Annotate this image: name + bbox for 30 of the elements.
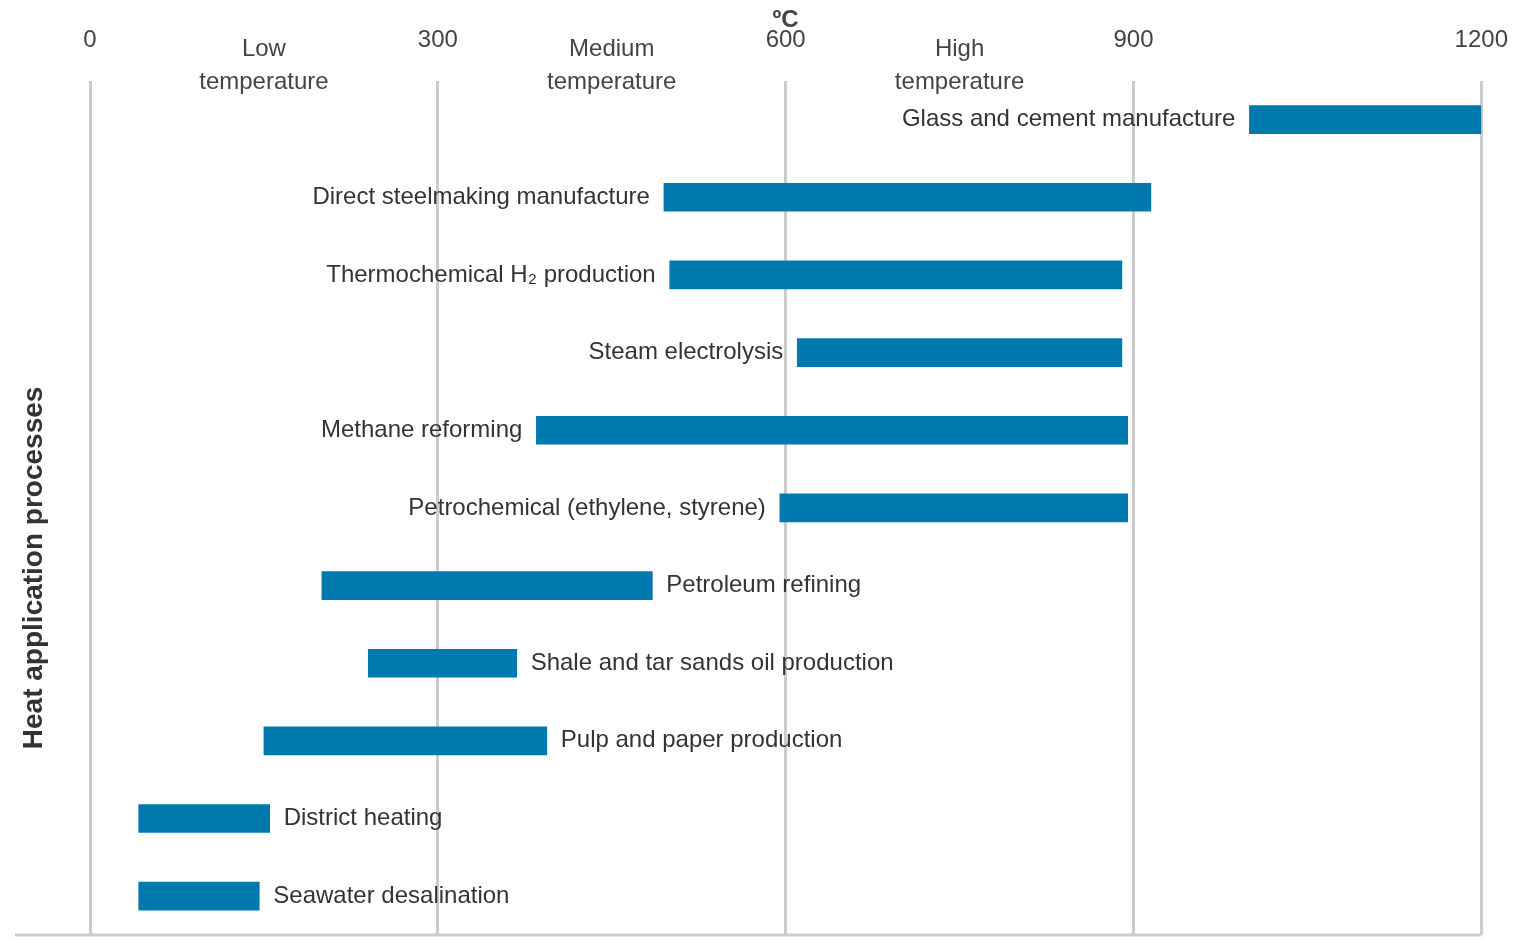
y-tick-label: Thermochemical H₂ production <box>326 259 656 287</box>
bar <box>138 804 271 833</box>
bar <box>796 338 1123 367</box>
y-tick-label: Petroleum refining <box>666 570 862 598</box>
y-tick-label: Direct steelmaking manufacture <box>312 181 650 209</box>
annotation: High temperature <box>894 33 1025 94</box>
bar <box>321 571 653 600</box>
bar <box>138 881 260 911</box>
bar <box>263 726 548 756</box>
y-tick-label: Shale and tar sands oil production <box>530 647 894 675</box>
x-tick-label: 1200 <box>1454 25 1508 53</box>
bar <box>1249 105 1482 134</box>
bar <box>663 182 1152 212</box>
y-tick-label: Pulp and paper production <box>560 725 843 753</box>
y-tick-label: Steam electrolysis <box>588 337 784 365</box>
bar <box>779 493 1129 523</box>
y-axis-title: Heat application processes <box>16 386 48 750</box>
bar <box>669 260 1123 290</box>
annotation: Low temperature <box>199 33 329 94</box>
y-tick-label: Glass and cement manufacture <box>901 104 1236 132</box>
bar <box>367 648 517 678</box>
y-tick-label: Petrochemical (ethylene, styrene) <box>408 492 766 520</box>
x-tick-label: 0 <box>83 25 97 53</box>
x-tick-label: 300 <box>417 25 458 53</box>
x-tick-label: 900 <box>1113 25 1154 53</box>
annotation: Medium temperature <box>547 33 677 94</box>
y-tick-label: District heating <box>283 803 443 831</box>
bar <box>536 415 1129 445</box>
y-tick-label: Methane reforming <box>320 414 523 442</box>
y-tick-label: Seawater desalination <box>273 880 510 908</box>
